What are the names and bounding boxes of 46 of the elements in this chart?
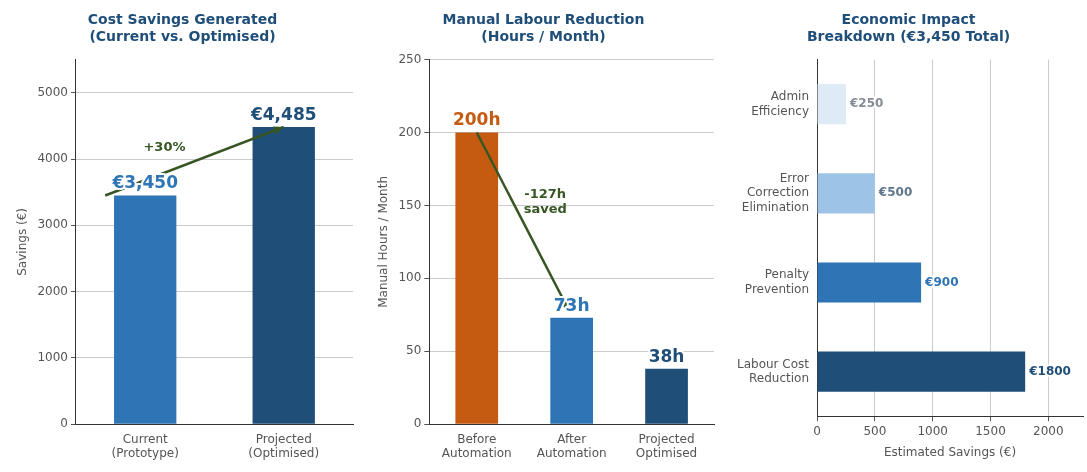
bar [817,262,922,303]
annotation: +30% [143,138,186,154]
y-tick-label: 150 [398,197,422,212]
y-tick-label: 5000 [37,84,68,99]
x-tick-label: 1500 [975,423,1006,438]
bar [817,84,846,125]
data-label: €500 [877,185,913,200]
y-tick-label: Labour Cost Reduction [737,356,810,385]
y-tick-label: 200 [398,124,422,139]
y-tick-label: 1000 [37,350,68,365]
x-tick-label: 500 [863,423,887,438]
bar [817,173,875,214]
data-label: 38h [648,345,685,366]
y-tick-label: 3000 [37,217,68,232]
y-tick-label: Penalty Prevention [744,267,810,296]
chart-title: Manual Labour Reduction (Hours / Month) [442,11,645,44]
bar [455,132,499,424]
bar [645,368,688,424]
y-axis-title: Manual Hours / Month [376,175,391,308]
y-tick-label: 250 [398,51,422,66]
bar [817,351,1026,392]
y-axis-title: Savings (€) [15,208,30,276]
chart-title: Cost Savings Generated (Current vs. Optimised) [87,11,278,44]
bar [550,317,593,424]
x-tick-label: Current (Prototype) [111,431,179,460]
annotation: -127h saved [523,186,567,216]
x-tick-label: Projected (Optimised) [248,431,320,460]
y-tick-label: 2000 [37,283,68,298]
x-tick-label: 1000 [917,423,948,438]
data-label: €4,485 [249,103,317,124]
chart-title: Economic Impact Breakdown (€3,450 Total) [806,11,1011,44]
y-tick-label: Error Correction Elimination [741,171,810,214]
y-tick-label: 4000 [37,151,68,166]
data-label: €1800 [1028,363,1071,378]
y-tick-label: 100 [398,270,422,285]
x-tick-label: Before Automation [441,431,512,460]
data-label: €900 [924,274,959,289]
y-tick-label: Admin Efficiency [751,89,810,118]
x-tick-label: 2000 [1033,423,1064,438]
y-tick-label: 50 [406,343,422,358]
x-axis-title: Estimated Savings (€) [883,444,1017,459]
x-tick-label: 0 [813,423,821,438]
data-label: €250 [848,96,884,111]
x-tick-label: Projected Optimised [635,431,698,460]
x-tick-label: After Automation [536,431,607,460]
data-label: 200h [452,109,501,130]
